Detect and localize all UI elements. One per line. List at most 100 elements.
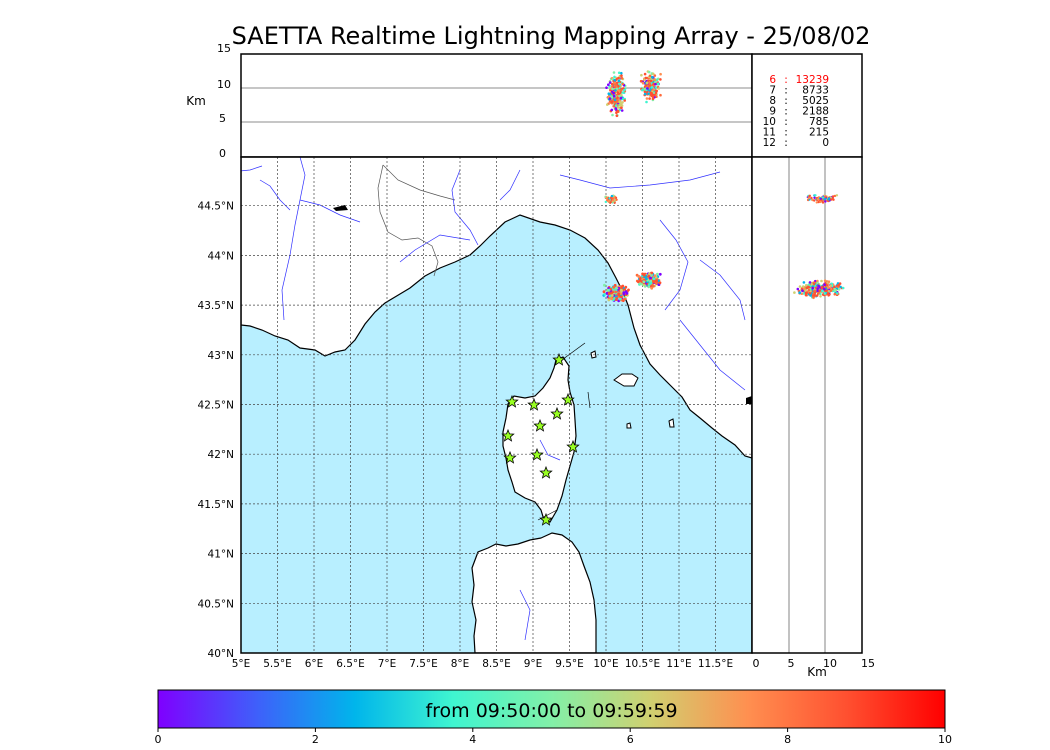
rivers bbox=[241, 157, 746, 641]
lightning-source bbox=[829, 289, 833, 293]
border-france-italy bbox=[377, 164, 439, 277]
lightning-source bbox=[647, 285, 651, 289]
lightning-source bbox=[835, 292, 839, 295]
lightning-source bbox=[827, 280, 831, 284]
lightning-source bbox=[648, 97, 651, 100]
lightning-source bbox=[619, 96, 623, 100]
stats-separator: : bbox=[784, 106, 788, 118]
lightning-source bbox=[645, 100, 648, 104]
lightning-source bbox=[614, 107, 618, 110]
lightning-source bbox=[805, 286, 808, 290]
lightning-source bbox=[655, 95, 658, 98]
lightning-source bbox=[616, 98, 619, 102]
lightning-source bbox=[620, 109, 624, 112]
lightning-source bbox=[837, 288, 841, 291]
lightning-source bbox=[650, 271, 654, 275]
lightning-source bbox=[644, 84, 648, 87]
lightning-source bbox=[617, 76, 620, 80]
lightning-source bbox=[602, 290, 606, 294]
lightning-source bbox=[833, 287, 836, 291]
lightning-source bbox=[657, 87, 661, 90]
longitude-tick-label: 10°E bbox=[593, 658, 618, 670]
map-lightning-sources bbox=[602, 194, 662, 303]
longitude-tick-label: 11°E bbox=[666, 658, 691, 670]
lightning-source bbox=[612, 94, 616, 98]
station-count-label: 9 bbox=[769, 106, 776, 118]
star-icon bbox=[530, 447, 544, 461]
lightning-source bbox=[656, 272, 659, 276]
lightning-source bbox=[832, 198, 835, 201]
latitude-tick-label: 41.5°N bbox=[198, 499, 234, 511]
source-count-value: 2188 bbox=[802, 106, 829, 118]
lightning-source bbox=[605, 86, 608, 89]
lightning-source bbox=[616, 109, 620, 113]
side-xtick: 15 bbox=[861, 657, 875, 670]
lightning-source bbox=[620, 104, 624, 107]
longitude-tick-label: 8.5°E bbox=[482, 658, 511, 670]
lightning-source bbox=[639, 79, 643, 83]
lightning-source bbox=[614, 290, 617, 294]
lightning-source bbox=[652, 277, 656, 281]
longitude-tick-label: 6°E bbox=[305, 658, 324, 670]
lightning-source bbox=[651, 72, 655, 76]
lightning-source bbox=[809, 294, 812, 297]
lightning-source bbox=[610, 100, 614, 104]
station-count-label: 8 bbox=[769, 95, 776, 107]
lightning-source bbox=[621, 284, 625, 288]
top-panel-sources bbox=[605, 70, 662, 118]
lightning-source bbox=[620, 71, 623, 75]
lightning-source bbox=[610, 108, 614, 112]
lightning-source bbox=[617, 89, 621, 92]
top-ytick: 0 bbox=[219, 147, 226, 160]
lightning-source bbox=[824, 200, 827, 203]
lightning-source bbox=[648, 74, 652, 78]
lightning-source bbox=[837, 283, 841, 287]
longitude-tick-label: 6.5°E bbox=[336, 658, 365, 670]
lightning-source bbox=[651, 95, 655, 99]
top-ytick: 15 bbox=[217, 42, 231, 55]
lightning-source bbox=[830, 198, 833, 201]
station-markers bbox=[501, 352, 580, 526]
lightning-source bbox=[829, 284, 832, 287]
lightning-source bbox=[659, 72, 662, 76]
side-xtick: 0 bbox=[753, 657, 760, 670]
top-ytick: 10 bbox=[217, 78, 231, 91]
longitude-tick-label: 9°E bbox=[524, 658, 543, 670]
lightning-source bbox=[798, 291, 801, 295]
station-count-label: 6 bbox=[769, 74, 776, 86]
lightning-source bbox=[816, 281, 819, 285]
lightning-source bbox=[813, 289, 816, 293]
lightning-source bbox=[636, 280, 640, 284]
latitude-tick-label: 42°N bbox=[208, 449, 234, 461]
sardinia bbox=[471, 532, 597, 653]
lightning-source bbox=[802, 281, 806, 284]
lightning-source bbox=[655, 279, 658, 283]
giglio-island bbox=[668, 418, 675, 428]
lightning-source bbox=[645, 277, 648, 281]
latitude-tick-label: 43°N bbox=[208, 350, 234, 362]
lightning-source bbox=[642, 280, 646, 284]
lightning-source bbox=[813, 294, 816, 297]
lightning-source bbox=[654, 80, 657, 84]
lightning-source bbox=[793, 291, 796, 294]
lightning-source bbox=[651, 75, 654, 79]
lightning-source bbox=[637, 275, 641, 278]
lightning-source bbox=[610, 194, 614, 198]
side-xtick: 10 bbox=[823, 657, 837, 670]
colorbar-tick-label: 10 bbox=[938, 733, 952, 746]
longitude-tick-label: 7.5°E bbox=[409, 658, 438, 670]
lightning-source bbox=[819, 200, 822, 204]
lightning-source bbox=[609, 296, 613, 300]
border-switzerland bbox=[382, 164, 456, 201]
montecristo-island bbox=[626, 422, 632, 429]
lightning-source bbox=[646, 87, 649, 90]
lightning-source bbox=[811, 198, 814, 202]
source-count-value: 13239 bbox=[796, 74, 829, 86]
corsica bbox=[502, 356, 577, 523]
lightning-source bbox=[827, 198, 830, 201]
lightning-source bbox=[653, 78, 656, 81]
star-icon bbox=[505, 394, 519, 408]
lightning-source bbox=[617, 292, 621, 296]
star-icon bbox=[566, 439, 580, 453]
